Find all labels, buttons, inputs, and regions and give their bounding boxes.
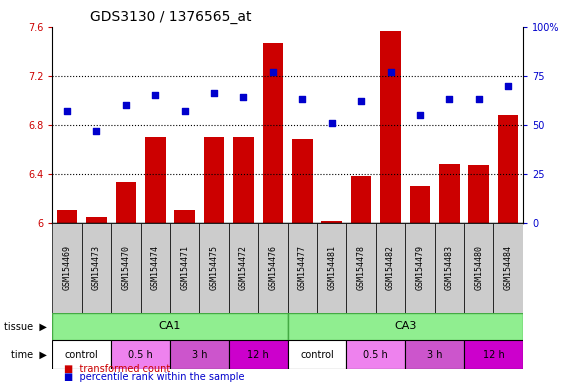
Bar — [229, 223, 258, 313]
Text: GSM154472: GSM154472 — [239, 245, 248, 290]
Text: GSM154477: GSM154477 — [298, 245, 307, 290]
Text: time  ▶: time ▶ — [10, 349, 46, 360]
Text: control: control — [300, 349, 334, 360]
Bar — [52, 223, 82, 313]
Point — [121, 102, 131, 108]
Text: 3 h: 3 h — [192, 349, 207, 360]
Text: GSM154483: GSM154483 — [445, 245, 454, 290]
Bar — [406, 340, 464, 369]
Text: 12 h: 12 h — [248, 349, 269, 360]
Bar — [435, 223, 464, 313]
Bar — [292, 139, 313, 223]
Bar — [229, 340, 288, 369]
Text: 3 h: 3 h — [427, 349, 442, 360]
Bar — [111, 223, 141, 313]
Text: GSM154473: GSM154473 — [92, 245, 101, 290]
Bar — [82, 223, 111, 313]
Text: 0.5 h: 0.5 h — [364, 349, 388, 360]
Point — [268, 69, 278, 75]
Bar — [233, 137, 254, 223]
Bar — [464, 340, 523, 369]
Bar — [111, 340, 170, 369]
Bar — [346, 340, 406, 369]
Point — [386, 69, 395, 75]
Bar — [263, 43, 283, 223]
Point — [415, 112, 425, 118]
Point — [92, 127, 101, 134]
Text: 12 h: 12 h — [483, 349, 504, 360]
Bar — [464, 223, 493, 313]
Text: GSM154478: GSM154478 — [357, 245, 365, 290]
Bar — [52, 313, 288, 340]
Text: control: control — [65, 349, 99, 360]
Text: tissue  ▶: tissue ▶ — [3, 321, 46, 331]
Text: GSM154470: GSM154470 — [121, 245, 130, 290]
Text: GSM154469: GSM154469 — [63, 245, 71, 290]
Bar — [317, 223, 346, 313]
Point — [62, 108, 71, 114]
Bar — [406, 223, 435, 313]
Bar — [288, 313, 523, 340]
Bar — [204, 137, 224, 223]
Text: CA1: CA1 — [159, 321, 181, 331]
Bar — [380, 31, 401, 223]
Bar — [410, 186, 431, 223]
Bar — [321, 222, 342, 223]
Point — [180, 108, 189, 114]
Point — [150, 93, 160, 99]
Bar — [52, 340, 111, 369]
Text: GSM154476: GSM154476 — [268, 245, 277, 290]
Point — [239, 94, 248, 101]
Text: ■  percentile rank within the sample: ■ percentile rank within the sample — [64, 372, 245, 382]
Text: GSM154481: GSM154481 — [327, 245, 336, 290]
Bar — [498, 115, 518, 223]
Text: GSM154482: GSM154482 — [386, 245, 395, 290]
Text: GSM154471: GSM154471 — [180, 245, 189, 290]
Bar — [174, 210, 195, 223]
Text: ■  transformed count: ■ transformed count — [64, 364, 170, 374]
Bar — [116, 182, 136, 223]
Point — [327, 120, 336, 126]
Text: GSM154475: GSM154475 — [210, 245, 218, 290]
Bar — [376, 223, 405, 313]
Text: GSM154479: GSM154479 — [415, 245, 425, 290]
Point — [444, 96, 454, 103]
Text: GSM154480: GSM154480 — [474, 245, 483, 290]
Bar — [493, 223, 523, 313]
Bar — [199, 223, 229, 313]
Text: GSM154474: GSM154474 — [150, 245, 160, 290]
Bar — [86, 217, 107, 223]
Point — [357, 98, 366, 104]
Bar — [258, 223, 288, 313]
Point — [209, 90, 218, 96]
Point — [474, 96, 483, 103]
Bar — [351, 176, 371, 223]
Bar — [170, 223, 199, 313]
Text: GSM154484: GSM154484 — [504, 245, 512, 290]
Bar — [141, 223, 170, 313]
Bar — [57, 210, 77, 223]
Bar — [288, 340, 346, 369]
Bar — [145, 137, 166, 223]
Text: 0.5 h: 0.5 h — [128, 349, 153, 360]
Bar — [170, 340, 229, 369]
Point — [297, 96, 307, 103]
Text: CA3: CA3 — [394, 321, 417, 331]
Bar — [439, 164, 460, 223]
Text: GDS3130 / 1376565_at: GDS3130 / 1376565_at — [90, 10, 252, 25]
Point — [504, 83, 513, 89]
Bar — [346, 223, 376, 313]
Bar — [288, 223, 317, 313]
Bar — [468, 165, 489, 223]
